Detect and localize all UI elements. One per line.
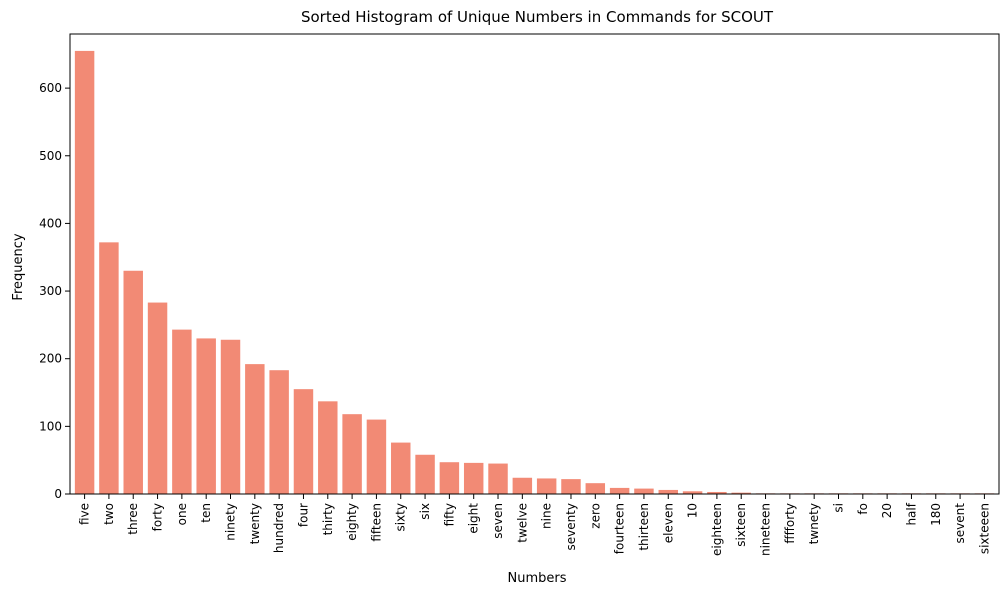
x-tick-label-three: three: [126, 503, 140, 535]
x-tick-label-nine: nine: [540, 503, 554, 529]
y-tick-label-100: 100: [39, 419, 62, 433]
x-tick-label-hundred: hundred: [272, 503, 286, 553]
bar-forty: [147, 302, 168, 494]
bar-eighteen: [707, 491, 727, 494]
x-axis-label: Numbers: [508, 571, 567, 586]
bar-twenty: [245, 364, 265, 494]
bar-seventy: [561, 479, 581, 494]
bar-zero: [585, 483, 606, 494]
bar-thirty: [318, 401, 338, 494]
y-tick-label-200: 200: [39, 352, 62, 366]
x-tick-label-five: five: [78, 503, 92, 525]
bar-thirteen: [634, 488, 654, 494]
x-tick-label-seven: seven: [491, 503, 505, 539]
bar-five: [74, 50, 95, 494]
bar-four: [293, 389, 314, 494]
x-tick-label-zero: zero: [588, 503, 602, 529]
x-tick-label-fifteen: fifteen: [369, 503, 383, 542]
y-tick-label-0: 0: [54, 487, 62, 501]
x-tick-label-six: six: [418, 503, 432, 520]
x-tick-label-sixty: sixty: [394, 503, 408, 532]
x-tick-label-twelve: twelve: [515, 503, 529, 543]
x-tick-label-sevent: sevent: [953, 503, 967, 544]
bar-eighty: [342, 414, 362, 494]
bar-one: [172, 329, 192, 494]
x-tick-label-twenty: twenty: [248, 503, 262, 544]
bar-eleven: [658, 489, 678, 494]
x-tick-label-180: 180: [929, 503, 943, 526]
chart-title: Sorted Histogram of Unique Numbers in Co…: [301, 8, 774, 26]
bar-eight: [463, 462, 484, 494]
bar-three: [123, 270, 143, 494]
x-tick-label-two: two: [102, 503, 116, 525]
bar-twelve: [512, 477, 533, 494]
x-tick-label-fifty: fifty: [442, 503, 456, 526]
bar-fifty: [439, 462, 460, 494]
bar-fifteen: [366, 419, 387, 494]
x-tick-label-eight: eight: [467, 503, 481, 534]
x-tick-label-twnety: twnety: [807, 503, 821, 544]
x-tick-label-ninety: ninety: [224, 503, 238, 541]
x-tick-label-thirty: thirty: [321, 503, 335, 535]
x-tick-label-seventy: seventy: [564, 503, 578, 551]
x-tick-label-fourteen: fourteen: [613, 503, 627, 554]
x-tick-label-sixteeen: sixteeen: [977, 503, 991, 554]
y-axis-label: Frequency: [11, 233, 26, 300]
x-tick-label-forty: forty: [151, 503, 165, 531]
x-tick-label-eighteen: eighteen: [710, 503, 724, 556]
bar-six: [415, 454, 435, 494]
bar-ten: [196, 338, 216, 494]
x-tick-label-20: 20: [880, 503, 894, 518]
x-tick-label-four: four: [296, 503, 310, 527]
y-tick-label-600: 600: [39, 81, 62, 95]
x-tick-label-fffforty: fffforty: [783, 503, 797, 544]
bar-fourteen: [609, 487, 630, 494]
bar-10: [682, 491, 703, 494]
y-tick-label-400: 400: [39, 216, 62, 230]
x-tick-label-ten: ten: [199, 503, 213, 523]
y-tick-label-500: 500: [39, 149, 62, 163]
bar-hundred: [269, 370, 289, 494]
plot-frame: [69, 33, 1000, 495]
x-tick-label-one: one: [175, 503, 189, 525]
x-tick-label-si: si: [831, 503, 845, 513]
bar-sixteen: [731, 492, 751, 494]
x-tick-label-eighty: eighty: [345, 503, 359, 541]
bar-two: [99, 242, 119, 494]
bar-sixty: [391, 442, 411, 494]
x-tick-label-nineteen: nineteen: [759, 503, 773, 556]
bar-nine: [536, 478, 557, 494]
y-tick-label-300: 300: [39, 284, 62, 298]
bar-ninety: [220, 339, 241, 494]
x-tick-label-thirteen: thirteen: [637, 503, 651, 551]
x-tick-label-half: half: [904, 502, 918, 525]
x-tick-label-eleven: eleven: [661, 503, 675, 543]
x-tick-label-fo: fo: [856, 503, 870, 515]
bar-seven: [488, 463, 508, 494]
x-tick-label-10: 10: [686, 503, 700, 518]
x-tick-label-sixteen: sixteen: [734, 503, 748, 547]
